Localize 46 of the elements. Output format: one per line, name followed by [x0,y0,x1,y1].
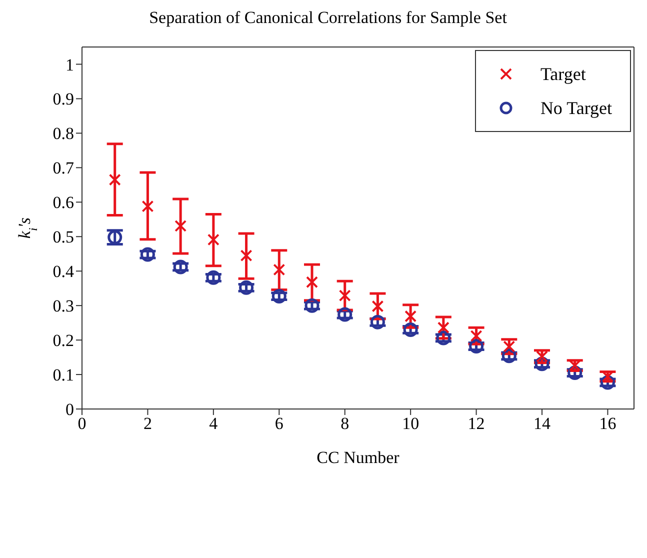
x-tick-label: 14 [534,414,551,434]
y-tick-label: 0.4 [52,262,74,282]
x-tick-label: 8 [340,414,350,434]
point [272,289,286,304]
y-tick-label: 0.3 [52,296,74,316]
x-tick-label: 4 [209,414,218,434]
point [240,250,252,262]
legend-label: Target [540,64,586,84]
x-tick-label: 10 [402,414,420,434]
point [206,270,221,285]
point [437,322,450,334]
point [338,290,351,302]
y-tick-label: 0.1 [52,366,74,385]
legend-label: No Target [540,98,612,118]
point [436,330,451,346]
x-tick-label: 2 [143,414,152,434]
point [469,339,484,354]
point [108,174,121,186]
y-tick-label: 0.2 [52,331,74,350]
y-tick-label: 1 [66,55,74,74]
point [306,276,318,288]
point [372,300,384,312]
point [207,234,220,246]
point [503,340,516,353]
point [273,264,286,276]
point [370,314,385,330]
x-tick-label: 12 [468,414,485,434]
x-tick-label: 0 [78,414,86,434]
point [470,330,482,342]
point [140,247,155,262]
point [174,220,187,232]
point [536,350,548,363]
y-tick-label: 0.6 [52,193,74,212]
point [338,307,352,322]
y-tick-label: 0.5 [52,228,74,247]
y-tick-label: 0 [66,400,74,420]
point [404,310,417,322]
point [403,322,418,337]
point [142,200,154,212]
y-tick-label: 0.9 [52,90,74,109]
chart-title: Separation of Canonical Correlations for Sample Set [148,8,508,28]
y-tick-label: 0.8 [52,124,74,144]
x-tick-label: 6 [274,414,284,434]
y-tick-label: 0.7 [52,158,74,178]
x-axis-title: CC Number [316,448,400,468]
x-tick-label: 16 [599,414,616,434]
